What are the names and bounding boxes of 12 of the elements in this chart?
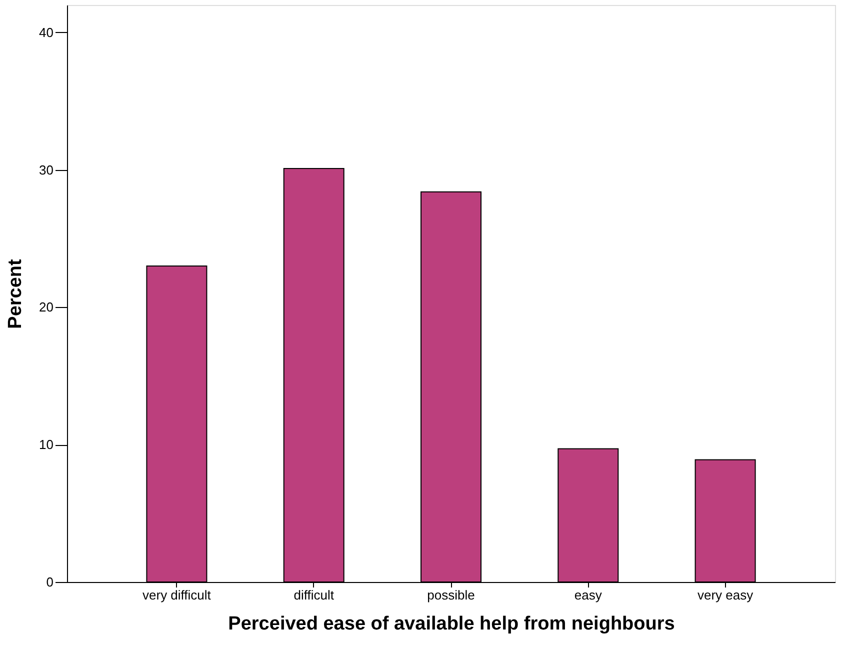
x-tick-label: difficult — [294, 588, 334, 602]
x-axis-title: Perceived ease of available help from neighbours — [228, 614, 675, 634]
y-tick-label: 10 — [39, 437, 54, 452]
y-axis-title: Percent — [5, 258, 26, 329]
y-tick-label: 0 — [46, 574, 54, 590]
y-tick-label: 20 — [39, 300, 54, 315]
y-tick-label: 30 — [39, 162, 54, 178]
x-tick-label: possible — [427, 588, 475, 602]
x-tick-label: very easy — [697, 588, 754, 602]
y-tick-label: 40 — [39, 24, 54, 40]
x-tick-label: easy — [574, 588, 602, 602]
x-tick-label: very difficult — [142, 588, 212, 602]
